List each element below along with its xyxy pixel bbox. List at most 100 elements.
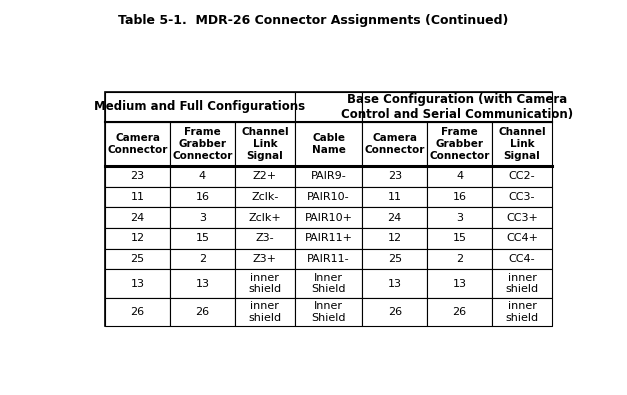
Bar (492, 207, 552, 228)
Bar (492, 228, 552, 249)
Bar (362, 249, 427, 269)
Bar (492, 249, 552, 269)
Bar (295, 92, 362, 122)
Bar (170, 269, 235, 298)
Bar (427, 228, 492, 249)
Text: 2: 2 (199, 254, 206, 264)
Text: Inner
Shield: Inner Shield (312, 273, 346, 294)
Bar (362, 298, 427, 326)
Bar (170, 298, 235, 326)
Bar (492, 269, 552, 298)
Bar (235, 187, 295, 207)
Text: CC2-: CC2- (508, 171, 535, 181)
Text: Camera
Connector: Camera Connector (107, 133, 168, 155)
Text: Frame
Grabber
Connector: Frame Grabber Connector (429, 127, 490, 161)
Bar (105, 122, 170, 166)
Text: 4: 4 (456, 171, 463, 181)
Text: Cable
Name: Cable Name (312, 133, 345, 155)
Bar (295, 207, 362, 228)
Text: PAIR10-: PAIR10- (307, 192, 350, 202)
Text: CC4+: CC4+ (506, 233, 538, 243)
Text: Z2+: Z2+ (253, 171, 277, 181)
Text: 16: 16 (196, 192, 209, 202)
Bar (427, 269, 492, 298)
Text: CC3+: CC3+ (506, 213, 538, 223)
Text: 26: 26 (196, 307, 209, 317)
Bar (362, 166, 427, 187)
Text: 11: 11 (130, 192, 145, 202)
Text: CC3-: CC3- (509, 192, 535, 202)
Text: 25: 25 (387, 254, 402, 264)
Bar (105, 249, 170, 269)
Text: 4: 4 (199, 171, 206, 181)
Text: inner
shield: inner shield (505, 301, 539, 323)
Text: inner
shield: inner shield (248, 273, 282, 294)
Bar (427, 298, 492, 326)
Bar (105, 166, 170, 187)
Bar (492, 122, 552, 166)
Bar (295, 269, 362, 298)
Bar (235, 228, 295, 249)
Bar (295, 298, 362, 326)
Bar (235, 249, 295, 269)
Text: 26: 26 (387, 307, 402, 317)
Bar (105, 298, 170, 326)
Bar (427, 249, 492, 269)
Bar (295, 166, 362, 187)
Text: inner
shield: inner shield (248, 301, 282, 323)
Text: 26: 26 (453, 307, 466, 317)
Text: PAIR11+: PAIR11+ (305, 233, 352, 243)
Text: Channel
Link
Signal: Channel Link Signal (498, 127, 546, 161)
Text: PAIR11-: PAIR11- (307, 254, 350, 264)
Text: Z3+: Z3+ (253, 254, 277, 264)
Text: PAIR9-: PAIR9- (311, 171, 347, 181)
Bar (362, 228, 427, 249)
Text: 23: 23 (387, 171, 402, 181)
Text: 16: 16 (453, 192, 466, 202)
Bar (235, 298, 295, 326)
Bar (170, 249, 235, 269)
Bar (362, 122, 427, 166)
Text: Table 5-1.  MDR-26 Connector Assignments (Continued): Table 5-1. MDR-26 Connector Assignments … (119, 14, 508, 27)
Text: 13: 13 (196, 278, 209, 289)
Text: Z3-: Z3- (256, 233, 274, 243)
Bar (235, 207, 295, 228)
Text: 26: 26 (130, 307, 145, 317)
Text: 13: 13 (387, 278, 402, 289)
Text: Zclk-: Zclk- (251, 192, 278, 202)
Text: PAIR10+: PAIR10+ (305, 213, 352, 223)
Text: 12: 12 (387, 233, 402, 243)
Bar (492, 166, 552, 187)
Text: 15: 15 (453, 233, 466, 243)
Bar (235, 269, 295, 298)
Text: 13: 13 (130, 278, 145, 289)
Bar (492, 187, 552, 207)
Text: 11: 11 (387, 192, 402, 202)
Bar (170, 166, 235, 187)
Bar (362, 269, 427, 298)
Bar (427, 187, 492, 207)
Bar (235, 166, 295, 187)
Text: Base Configuration (with Camera
Control and Serial Communication): Base Configuration (with Camera Control … (341, 93, 573, 121)
Text: Medium and Full Configurations: Medium and Full Configurations (95, 100, 305, 113)
Bar (295, 122, 362, 166)
Bar (105, 187, 170, 207)
Bar (105, 269, 170, 298)
Bar (362, 92, 552, 122)
Text: Camera
Connector: Camera Connector (364, 133, 425, 155)
Bar (105, 92, 295, 122)
Bar (362, 187, 427, 207)
Text: 13: 13 (453, 278, 466, 289)
Bar (362, 207, 427, 228)
Bar (170, 228, 235, 249)
Text: Channel
Link
Signal: Channel Link Signal (241, 127, 289, 161)
Text: 3: 3 (456, 213, 463, 223)
Bar (235, 122, 295, 166)
Bar (170, 187, 235, 207)
Bar (105, 228, 170, 249)
Bar (295, 249, 362, 269)
Text: Zclk+: Zclk+ (248, 213, 282, 223)
Bar (427, 122, 492, 166)
Text: 24: 24 (387, 213, 402, 223)
Bar (427, 207, 492, 228)
